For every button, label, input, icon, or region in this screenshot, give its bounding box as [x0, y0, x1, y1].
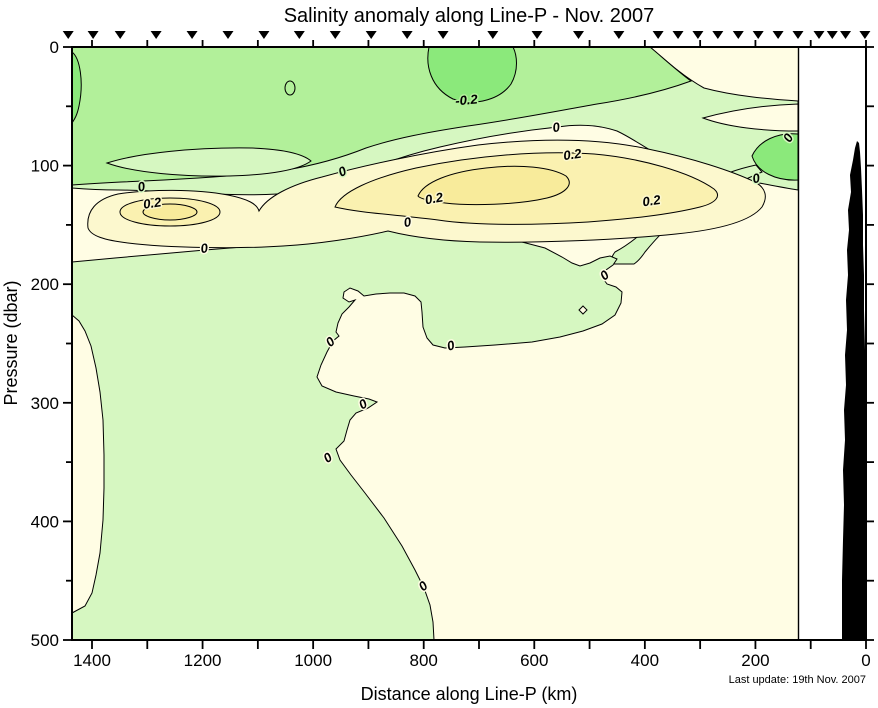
band-green-lower [72, 220, 623, 640]
station-marker [813, 31, 825, 39]
x-tick-label: 1200 [184, 651, 222, 670]
station-markers [62, 31, 871, 39]
station-marker [752, 31, 764, 39]
station-marker [186, 31, 198, 39]
contour-level-label: 0.2 [424, 189, 445, 207]
y-tick-label: 200 [31, 275, 59, 294]
tiny-contour-oval [284, 80, 296, 96]
plot-frame [71, 46, 867, 641]
station-marker [62, 31, 74, 39]
x-axis-label: Distance along Line-P (km) [361, 684, 578, 704]
blob-fresh-nearshore [751, 133, 798, 181]
last-update-note: Last update: 19th Nov. 2007 [729, 674, 866, 686]
x-tick-label: 600 [520, 651, 548, 670]
station-marker [87, 31, 99, 39]
station-marker [437, 31, 449, 39]
y-axis-label: Pressure (dbar) [1, 280, 21, 405]
tiny-diamond-mark [578, 305, 588, 315]
y-tick-label: 300 [31, 394, 59, 413]
station-marker [613, 31, 625, 39]
station-marker [329, 31, 341, 39]
station-marker [826, 31, 838, 39]
y-tick-label: 100 [31, 157, 59, 176]
station-marker [293, 31, 305, 39]
band-salty-03-west [142, 203, 198, 221]
station-marker [712, 31, 724, 39]
station-marker [652, 31, 664, 39]
station-marker [150, 31, 162, 39]
contour-level-label: 0.2 [142, 194, 163, 211]
station-marker [772, 31, 784, 39]
station-marker [573, 31, 585, 39]
chart-title: Salinity anomaly along Line-P - Nov. 200… [284, 5, 655, 27]
station-marker [258, 31, 270, 39]
contour-level-label: 0.2 [562, 146, 583, 163]
station-marker [401, 31, 413, 39]
station-marker [692, 31, 704, 39]
station-marker [222, 31, 234, 39]
x-tick-label: 400 [631, 651, 659, 670]
axis-tick-labels: 1400 1200 1000 800 600 400 200 0 0 100 200 300 400 50… [31, 38, 871, 670]
contour-level-label: 0.2 [641, 192, 662, 209]
station-marker [365, 31, 377, 39]
station-marker [487, 31, 499, 39]
y-tick-label: 500 [31, 631, 59, 650]
y-tick-label: 0 [50, 38, 59, 57]
band-salty-03-east [417, 165, 570, 206]
band-cream-sliver [701, 103, 798, 132]
station-marker [859, 31, 871, 39]
x-tick-label: 800 [410, 651, 438, 670]
band-green-light-tongue [105, 147, 312, 177]
contour-level-label: -0.2 [455, 91, 479, 108]
x-tick-label: 1400 [73, 651, 111, 670]
blob-left-sliver [72, 51, 82, 124]
station-marker [114, 31, 126, 39]
x-tick-label: 1000 [294, 651, 332, 670]
blob-fresh-surface [427, 47, 517, 103]
station-marker [840, 31, 852, 39]
y-tick-label: 400 [31, 512, 59, 531]
contour-field [72, 47, 798, 640]
bathymetry-silhouette [842, 141, 866, 640]
station-marker [732, 31, 744, 39]
x-tick-label: 200 [741, 651, 769, 670]
x-tick-label: 0 [861, 651, 870, 670]
station-marker [792, 31, 804, 39]
station-marker [672, 31, 684, 39]
station-marker [531, 31, 543, 39]
